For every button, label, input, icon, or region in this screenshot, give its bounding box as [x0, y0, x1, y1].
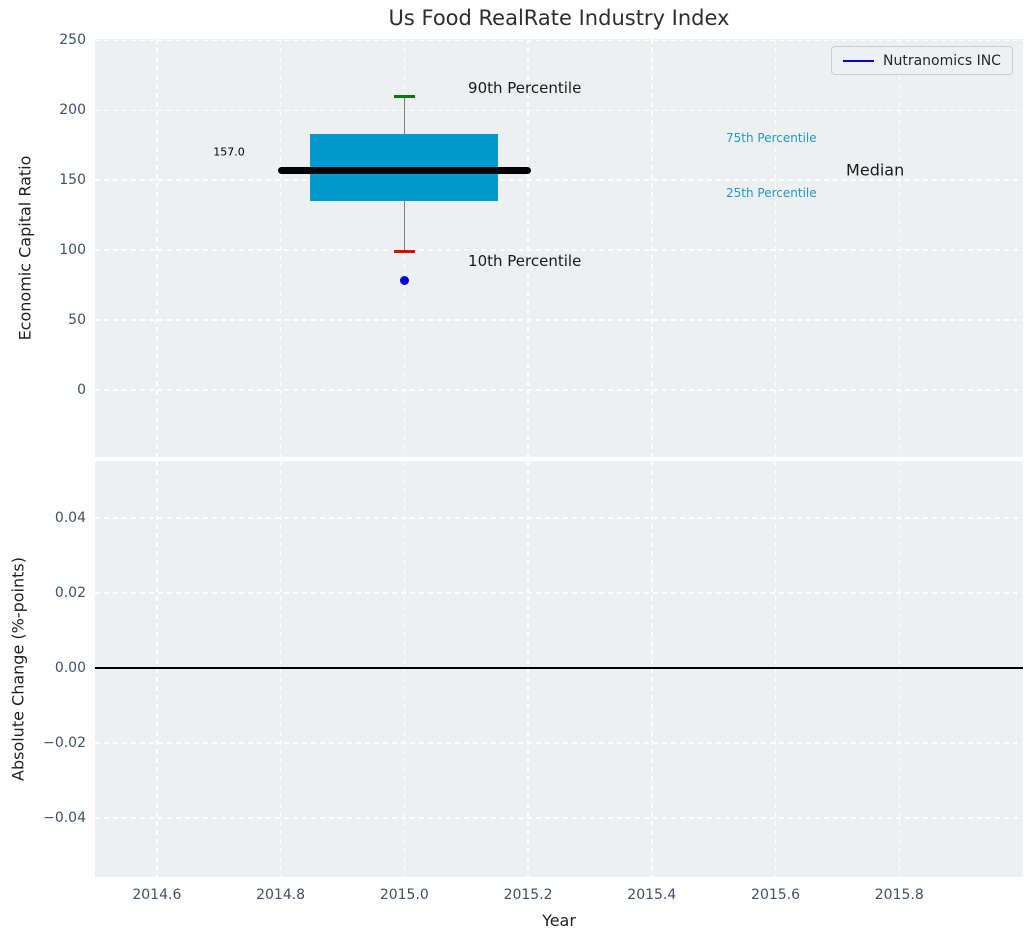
gridline-horizontal: [95, 742, 1023, 744]
legend: Nutranomics INC: [831, 46, 1013, 75]
y-tick-label: 200: [59, 102, 86, 119]
gridline-horizontal: [95, 319, 1023, 321]
x-tick-label: 2014.8: [256, 887, 306, 903]
annotation-median: Median: [846, 160, 905, 180]
gridline-vertical: [774, 39, 777, 457]
gridline-horizontal: [95, 517, 1023, 519]
top-axes-economic-capital-ratio: 90th Percentile 10th Percentile 75th Perce…: [95, 39, 1023, 457]
gridline-horizontal: [95, 817, 1023, 819]
bottom-y-axis-label: Absolute Change (%-points): [8, 557, 28, 781]
gridline-vertical: [279, 39, 282, 457]
annotation-median-value: 157.0: [213, 145, 245, 159]
zero-line: [95, 667, 1023, 670]
annotation-90th-percentile: 90th Percentile: [468, 78, 582, 97]
y-tick-label: 150: [59, 172, 86, 189]
annotation-10th-percentile: 10th Percentile: [468, 252, 582, 271]
gridline-horizontal: [95, 389, 1023, 391]
gridline-horizontal: [95, 109, 1023, 112]
y-tick-label: 0: [77, 381, 86, 398]
gridline-horizontal: [95, 592, 1023, 594]
y-tick-label: 0.00: [54, 660, 86, 677]
y-tick-label: 250: [59, 32, 86, 49]
x-tick-label: 2015.2: [503, 887, 553, 903]
legend-label: Nutranomics INC: [883, 52, 1001, 69]
gridline-horizontal: [95, 179, 1023, 181]
x-tick-label: 2015.6: [751, 887, 801, 903]
gridline-horizontal: [95, 39, 1023, 42]
y-tick-label: −0.04: [43, 810, 86, 827]
company-point: [399, 276, 409, 286]
y-tick-label: 0.04: [54, 510, 86, 527]
annotation-25th-percentile: 25th Percentile: [726, 185, 817, 200]
cap-90th-percentile: [394, 94, 415, 98]
gridline-horizontal: [95, 249, 1023, 251]
y-tick-label: −0.02: [43, 735, 86, 752]
x-tick-label: 2014.6: [132, 887, 182, 903]
median-line: [277, 166, 532, 174]
gridline-vertical: [156, 39, 158, 457]
gridline-vertical: [651, 39, 653, 457]
y-tick-label: 0.02: [54, 585, 86, 602]
legend-line-icon: [843, 59, 874, 62]
x-tick-label: 2015.4: [627, 887, 677, 903]
x-axis-label: Year: [542, 911, 576, 930]
bottom-axes-absolute-change: [95, 461, 1023, 877]
chart-title: Us Food RealRate Industry Index: [388, 6, 730, 30]
y-tick-label: 100: [59, 242, 86, 259]
gridline-vertical: [527, 39, 529, 457]
y-tick-label: 50: [68, 311, 86, 328]
x-tick-label: 2015.8: [874, 887, 924, 903]
annotation-75th-percentile: 75th Percentile: [726, 131, 817, 146]
cap-10th-percentile: [394, 249, 415, 253]
gridline-vertical: [898, 39, 901, 457]
x-tick-label: 2015.0: [379, 887, 429, 903]
